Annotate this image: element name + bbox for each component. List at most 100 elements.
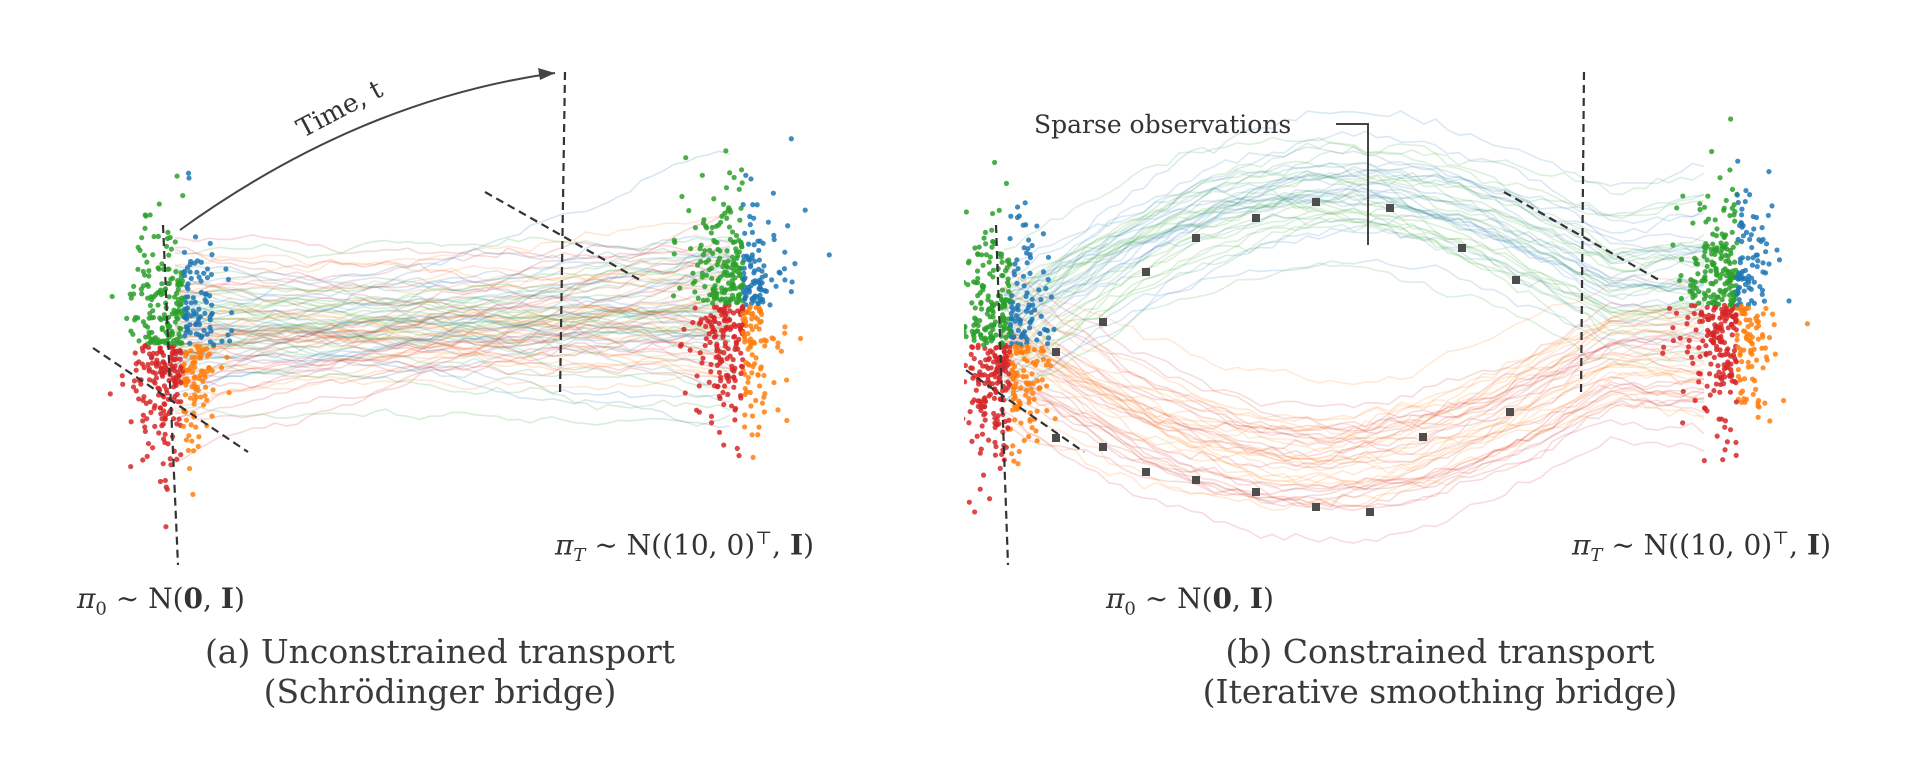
particle-point <box>1690 294 1696 300</box>
particle-point <box>1736 275 1742 281</box>
particle-point <box>1761 298 1767 304</box>
particle-point <box>1733 452 1739 459</box>
particle-point <box>964 379 968 385</box>
particle-point <box>131 317 138 323</box>
time-slice-dashed-line <box>92 347 249 453</box>
particle-point <box>1714 272 1720 278</box>
panel-a-caption: (a) Unconstrained transport (Schrödinger… <box>150 632 730 712</box>
particle-point <box>178 452 184 458</box>
particle-point <box>156 386 162 392</box>
particle-point <box>992 420 998 426</box>
particle-point <box>1021 437 1027 444</box>
particle-point <box>700 355 706 361</box>
particle-point <box>706 379 712 385</box>
particle-point <box>1725 359 1731 365</box>
particle-point <box>1728 275 1735 281</box>
particle-point <box>1737 350 1743 357</box>
particle-point <box>1725 325 1731 331</box>
particle-point <box>1715 294 1721 300</box>
particle-point <box>716 369 723 376</box>
trajectory-line <box>174 247 731 308</box>
particle-point <box>161 401 167 407</box>
trajectory-line <box>1003 205 1705 388</box>
particle-point <box>1753 386 1759 392</box>
trajectory-line <box>174 247 731 288</box>
particle-point <box>188 348 194 354</box>
trajectory-line <box>174 350 731 403</box>
particle-point <box>1766 334 1773 341</box>
particle-point <box>999 259 1005 265</box>
particle-point <box>964 329 967 335</box>
particle-point <box>188 275 194 282</box>
particle-point <box>767 302 773 308</box>
particle-point <box>708 420 715 426</box>
particle-point <box>991 410 997 417</box>
particle-point <box>1737 346 1744 353</box>
particle-point <box>712 318 718 325</box>
particle-point <box>1718 289 1724 295</box>
particle-point <box>978 299 984 305</box>
particle-point <box>1720 381 1727 387</box>
particle-point <box>1034 223 1040 229</box>
particle-point <box>797 335 804 342</box>
particle-point <box>707 339 713 345</box>
particle-point <box>1704 383 1710 389</box>
particle-point <box>745 331 751 337</box>
particle-point <box>140 418 146 424</box>
observation-marker <box>1458 244 1466 252</box>
trajectory-line <box>1003 379 1705 508</box>
trajectory-line <box>174 274 730 400</box>
particle-point <box>749 229 756 235</box>
particle-point <box>745 379 751 385</box>
particle-point <box>745 241 752 247</box>
particle-point <box>703 336 709 342</box>
particle-point <box>1024 260 1030 266</box>
particle-point <box>1018 420 1024 426</box>
particle-point <box>710 287 716 293</box>
particle-point <box>1016 213 1022 219</box>
particle-point <box>720 332 726 338</box>
particle-point <box>1719 339 1725 345</box>
trajectory-line <box>1003 377 1705 501</box>
particle-point <box>188 313 194 319</box>
particle-point <box>191 381 197 387</box>
trajectory-line <box>1003 194 1705 338</box>
particle-point <box>713 333 719 339</box>
particle-point <box>743 172 749 178</box>
particle-point <box>1711 292 1717 298</box>
particle-point <box>1701 458 1707 464</box>
particle-point <box>209 252 215 258</box>
particle-point <box>728 324 735 330</box>
particle-point <box>729 271 735 277</box>
particle-point <box>727 236 733 243</box>
particle-point <box>971 356 977 362</box>
trajectory-line <box>174 293 731 348</box>
particle-point <box>166 280 172 287</box>
particle-point <box>1692 303 1698 309</box>
particle-point <box>740 260 746 266</box>
particle-point <box>749 254 755 261</box>
particle-point <box>159 261 165 267</box>
particle-point <box>1010 307 1016 313</box>
observation-marker <box>1052 434 1060 442</box>
trajectory-line <box>174 293 731 382</box>
trajectory-line <box>174 249 731 327</box>
particle-point <box>723 263 729 269</box>
particle-point <box>716 429 723 435</box>
trajectory-line <box>174 319 731 345</box>
particle-point <box>1696 345 1702 351</box>
particle-point <box>192 364 198 370</box>
particle-point <box>695 262 701 268</box>
particle-point <box>189 354 195 360</box>
particle-point <box>1016 448 1022 455</box>
particle-point <box>704 225 710 231</box>
trajectory-line <box>1003 212 1705 403</box>
particle-point <box>177 334 183 340</box>
particle-point <box>708 413 715 419</box>
particle-point <box>1697 353 1703 360</box>
particle-point <box>1706 312 1712 318</box>
particle-point <box>1004 280 1011 286</box>
particle-point <box>968 365 974 371</box>
particle-point <box>1703 350 1709 357</box>
